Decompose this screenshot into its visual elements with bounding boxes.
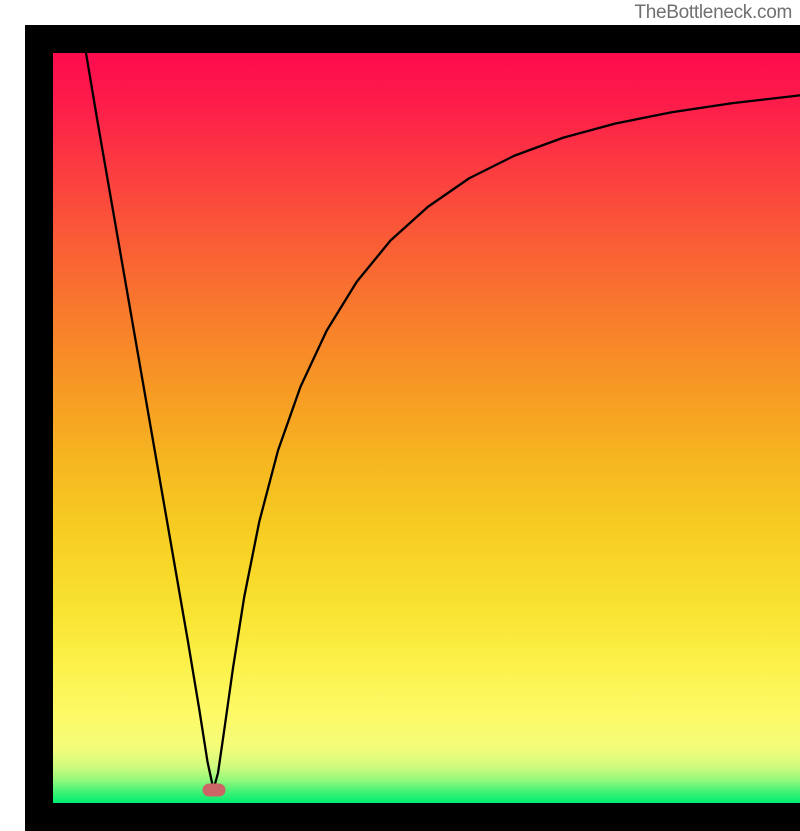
bottleneck-marker [202,783,225,796]
watermark-text: TheBottleneck.com [634,2,792,24]
bottleneck-curve [53,53,800,803]
plot-area [53,53,800,803]
